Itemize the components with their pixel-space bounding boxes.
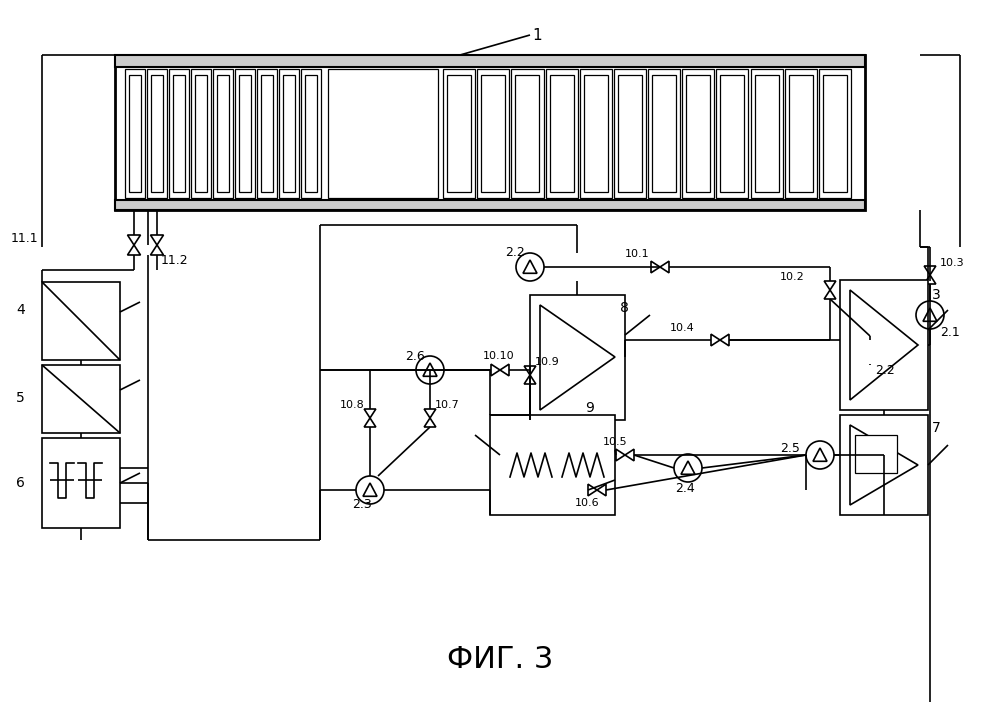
Bar xyxy=(328,69,438,198)
Bar xyxy=(511,69,544,198)
Bar xyxy=(855,435,897,473)
Bar xyxy=(515,75,539,192)
Bar xyxy=(682,69,714,198)
Bar xyxy=(42,365,120,433)
Bar xyxy=(477,69,509,198)
Text: 8: 8 xyxy=(620,301,629,315)
Bar xyxy=(550,75,574,192)
Text: 2.6: 2.6 xyxy=(405,350,425,362)
Bar xyxy=(716,69,748,198)
Bar xyxy=(447,75,471,192)
Text: 6: 6 xyxy=(16,476,25,490)
Bar xyxy=(257,69,277,198)
Bar xyxy=(115,200,865,210)
Bar xyxy=(755,75,779,192)
Bar xyxy=(584,75,608,192)
Bar xyxy=(840,280,928,410)
Text: 2.1: 2.1 xyxy=(940,326,960,338)
Bar xyxy=(129,75,141,192)
Bar xyxy=(235,69,255,198)
Bar xyxy=(115,55,865,67)
Bar xyxy=(195,75,207,192)
Bar xyxy=(305,75,317,192)
Bar xyxy=(490,415,615,515)
Bar xyxy=(217,75,229,192)
Text: 3: 3 xyxy=(932,288,941,302)
Text: 4: 4 xyxy=(16,303,25,317)
Bar xyxy=(481,75,505,192)
Bar xyxy=(819,69,851,198)
Text: 10.1: 10.1 xyxy=(625,249,650,259)
Text: 1: 1 xyxy=(532,27,542,43)
Text: 2.3: 2.3 xyxy=(352,498,372,512)
Text: 10.10: 10.10 xyxy=(483,351,515,361)
Text: 7: 7 xyxy=(932,421,941,435)
Text: 10.7: 10.7 xyxy=(435,400,460,410)
Bar xyxy=(173,75,185,192)
Text: 11.2: 11.2 xyxy=(161,253,189,267)
Text: 5: 5 xyxy=(16,391,25,405)
Bar xyxy=(213,69,233,198)
Text: 2.5: 2.5 xyxy=(780,442,800,454)
Bar xyxy=(580,69,612,198)
Text: 10.9: 10.9 xyxy=(535,357,560,367)
Bar xyxy=(151,75,163,192)
Text: 10.6: 10.6 xyxy=(575,498,600,508)
Bar xyxy=(191,69,211,198)
Bar xyxy=(652,75,676,192)
Text: 2.2: 2.2 xyxy=(875,364,895,376)
Text: 2.4: 2.4 xyxy=(675,482,695,494)
Bar xyxy=(42,282,120,360)
Bar xyxy=(840,415,928,515)
Text: 10.5: 10.5 xyxy=(603,437,628,447)
Bar xyxy=(283,75,295,192)
Bar xyxy=(115,55,865,210)
Bar xyxy=(125,69,145,198)
Bar xyxy=(443,69,475,198)
Bar xyxy=(614,69,646,198)
Text: ФИГ. 3: ФИГ. 3 xyxy=(447,646,553,675)
Bar xyxy=(720,75,744,192)
Bar xyxy=(169,69,189,198)
Bar xyxy=(147,69,167,198)
Text: 11.1: 11.1 xyxy=(10,232,38,244)
Bar xyxy=(648,69,680,198)
Bar xyxy=(261,75,273,192)
Bar xyxy=(546,69,578,198)
Bar xyxy=(785,69,817,198)
Bar xyxy=(750,69,783,198)
Text: 10.8: 10.8 xyxy=(340,400,365,410)
Bar xyxy=(618,75,642,192)
Text: 10.3: 10.3 xyxy=(940,258,965,268)
Bar xyxy=(301,69,321,198)
Text: 9: 9 xyxy=(585,401,594,415)
Bar xyxy=(823,75,847,192)
Bar xyxy=(239,75,251,192)
Bar xyxy=(42,438,120,528)
Bar xyxy=(789,75,813,192)
Bar xyxy=(530,295,625,420)
Text: 2.2: 2.2 xyxy=(505,246,525,258)
Text: 10.2: 10.2 xyxy=(780,272,805,282)
Bar xyxy=(279,69,299,198)
Bar xyxy=(686,75,710,192)
Text: 10.4: 10.4 xyxy=(670,323,695,333)
